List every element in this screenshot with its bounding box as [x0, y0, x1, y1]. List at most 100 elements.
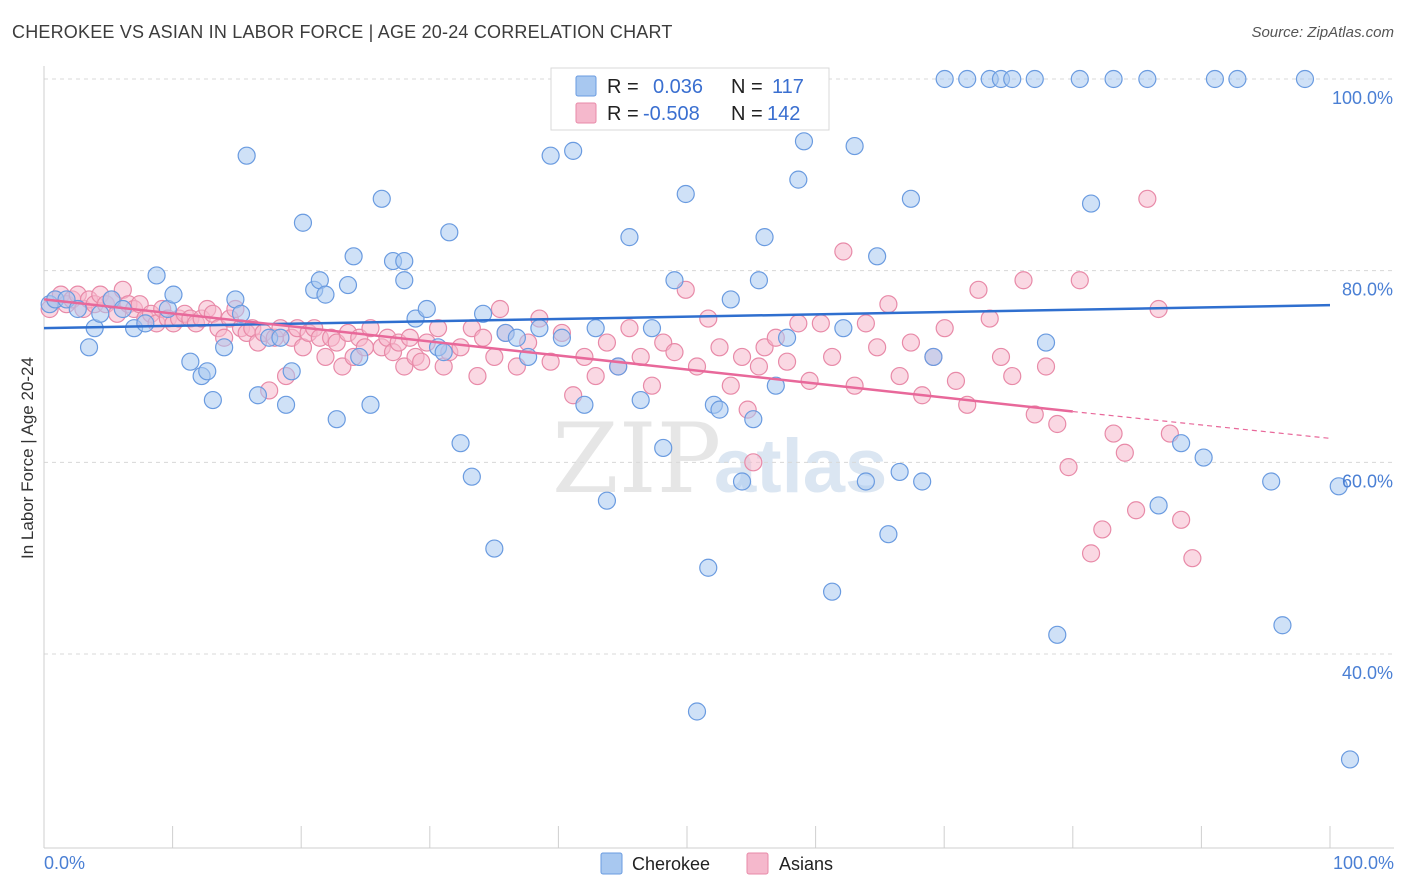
cherokee-point — [530, 319, 549, 338]
cherokee-point — [237, 146, 256, 165]
cherokee-point — [1205, 69, 1224, 89]
asians-point — [361, 319, 380, 338]
legend-swatch-cherokee — [575, 75, 597, 97]
bottom-legend: Cherokee Asians — [600, 852, 833, 875]
cherokee-point — [794, 132, 814, 151]
asians-point — [823, 347, 842, 367]
asians-point — [428, 319, 448, 338]
cherokee-trend-line — [43, 303, 1331, 330]
cherokee-point — [744, 410, 763, 429]
cherokee-point — [1194, 448, 1213, 467]
asians-point — [749, 357, 769, 376]
asians-point — [1138, 189, 1157, 208]
cherokee-point — [395, 271, 414, 290]
cherokee-point — [676, 184, 695, 204]
cherokee-point — [282, 362, 301, 381]
cherokee-point — [1138, 69, 1157, 89]
cherokee-point — [777, 328, 797, 347]
cherokee-point — [699, 558, 718, 577]
cherokee-point — [1172, 434, 1191, 453]
watermark-atlas: atlas — [714, 424, 887, 509]
cherokee-point — [473, 304, 493, 323]
cherokee-point — [913, 472, 932, 491]
cherokee-point — [344, 247, 363, 266]
asians-point — [485, 347, 504, 367]
cherokee-point — [147, 266, 166, 285]
asians-point — [879, 295, 898, 314]
cherokee-point — [823, 582, 842, 601]
y-tick-label: 40.0% — [1342, 663, 1393, 683]
cherokee-point — [665, 271, 684, 290]
asians-point — [1048, 414, 1067, 434]
cherokee-point — [749, 271, 769, 290]
cherokee-point — [1329, 477, 1348, 496]
cherokee-point — [198, 362, 217, 381]
axes — [43, 66, 1394, 849]
asians-point — [800, 371, 819, 390]
cherokee-point — [856, 472, 875, 491]
asians-point — [597, 333, 617, 352]
cherokee-point — [732, 472, 752, 491]
asians-point — [744, 453, 763, 472]
bottom-legend-label-cherokee: Cherokee — [632, 854, 710, 874]
asians-point — [1172, 510, 1191, 529]
cherokee-point — [1262, 472, 1281, 491]
cherokee-point — [350, 347, 369, 367]
cherokee-point — [597, 491, 617, 510]
cherokee-point — [564, 141, 583, 160]
legend-n-value-cherokee: 117 — [772, 76, 804, 98]
asians-point — [451, 338, 470, 357]
asians-point — [1081, 544, 1101, 563]
asians-point — [834, 242, 853, 261]
cherokee-point — [136, 314, 155, 333]
cherokee-points — [40, 69, 1360, 769]
watermark: ZIP atlas — [552, 403, 887, 515]
cherokee-point — [631, 390, 650, 410]
x-ticks — [172, 826, 1331, 848]
asians-trend-line — [43, 298, 1073, 413]
legend-r-value-cherokee: 0.036 — [653, 76, 703, 98]
asians-point — [586, 366, 605, 386]
x-tick-label-min: 0.0% — [44, 853, 85, 873]
asians-point — [969, 280, 988, 299]
asians-point — [1036, 357, 1056, 376]
asians-point — [901, 333, 921, 352]
cherokee-point — [215, 338, 234, 357]
asians-point — [1126, 501, 1146, 520]
asians-point — [1014, 271, 1033, 290]
cherokee-point — [1048, 625, 1067, 644]
y-tick-labels: 40.0% 60.0% 80.0% 100.0% — [1332, 88, 1393, 683]
cherokee-point — [1149, 496, 1168, 515]
asians-point — [1104, 424, 1123, 443]
legend-box: R = 0.036 N = 117 R = -0.508 N = 142 — [550, 67, 830, 131]
cherokee-point — [79, 338, 99, 357]
bottom-legend-swatch-asians — [746, 852, 769, 875]
asians-point — [1003, 366, 1022, 386]
trend-lines — [43, 298, 1331, 439]
cherokee-point — [1081, 194, 1101, 213]
asians-point — [811, 314, 830, 333]
y-axis-label: In Labor Force | Age 20-24 — [18, 357, 37, 559]
asians-point — [856, 314, 875, 333]
cherokee-point — [1273, 616, 1292, 635]
asians-point — [541, 352, 560, 371]
chart-title: CHEROKEE VS ASIAN IN LABOR FORCE | AGE 2… — [12, 22, 673, 42]
cherokee-point — [789, 170, 808, 189]
cherokee-point — [1070, 69, 1089, 89]
cherokee-point — [552, 328, 571, 347]
cherokee-point — [687, 702, 707, 721]
cherokee-point — [485, 539, 504, 558]
cherokee-point — [935, 69, 954, 89]
cherokee-point — [845, 136, 864, 156]
asians-point — [665, 343, 684, 362]
cherokee-point — [462, 467, 481, 486]
legend-n-label-cherokee: N = — [731, 76, 763, 98]
asians-point — [1070, 271, 1089, 290]
asians-point — [620, 319, 639, 338]
cherokee-point — [879, 525, 898, 544]
cherokee-point — [1340, 750, 1360, 769]
asians-point — [1025, 405, 1044, 424]
asians-point — [935, 319, 954, 338]
cherokee-point — [834, 319, 853, 338]
